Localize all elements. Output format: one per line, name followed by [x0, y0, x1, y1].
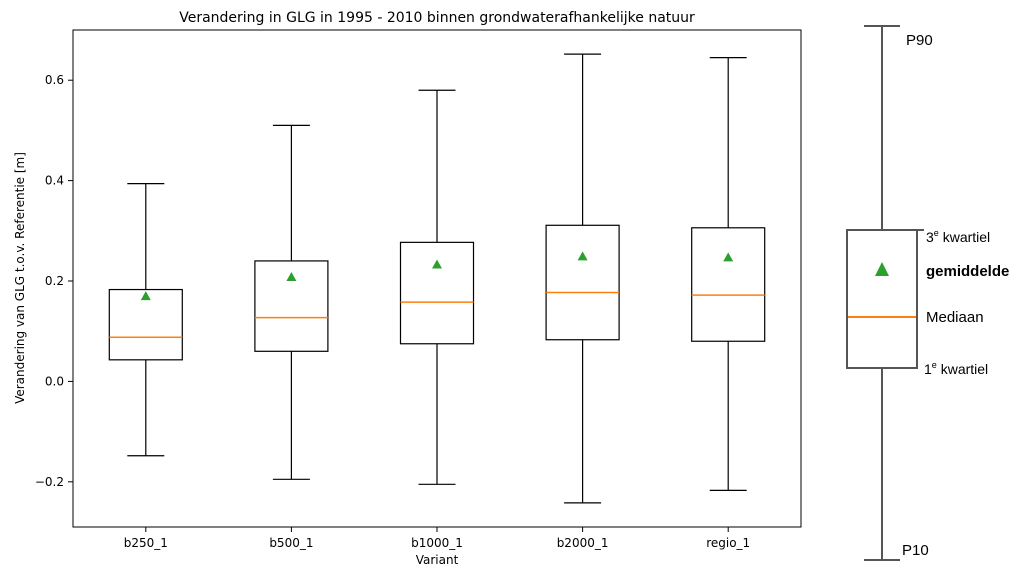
box-iqr	[108, 288, 183, 361]
y-tick-label: 0.4	[45, 174, 64, 188]
x-tick-label: b2000_1	[557, 536, 609, 550]
x-tick-label: b1000_1	[411, 536, 463, 550]
legend-label-p10: P10	[902, 542, 929, 559]
mean-marker	[140, 291, 151, 301]
box-iqr	[254, 260, 329, 352]
box-iqr	[691, 227, 766, 342]
mean-marker	[577, 251, 588, 261]
box-regio_1: regio_1	[691, 57, 766, 550]
mean-marker	[286, 271, 297, 281]
boxplot-legend: P90 3e kwartiel gemiddelde Mediaan 1e kw…	[846, 25, 1009, 561]
y-tick-label: 0.6	[45, 73, 64, 87]
x-tick-label: b250_1	[124, 536, 168, 550]
x-axis-label: Variant	[416, 553, 459, 566]
box-b500_1: b500_1	[254, 124, 329, 550]
plot-area: −0.2 0.0 0.2 0.4 0.6 b250_1 b500_1 b1000_1 b2000…	[35, 29, 802, 550]
legend-label-q1: 1e kwartiel	[924, 360, 988, 377]
box-b250_1: b250_1	[108, 183, 183, 550]
legend-label-q3: 3e kwartiel	[926, 228, 990, 245]
box-b2000_1: b2000_1	[545, 53, 620, 550]
x-tick-label: b500_1	[269, 536, 313, 550]
box-iqr	[545, 224, 620, 341]
legend-label-mean: gemiddelde	[926, 263, 1009, 280]
box-b1000_1: b1000_1	[399, 89, 475, 550]
mean-marker	[432, 259, 442, 269]
y-tick-label: −0.2	[35, 475, 64, 489]
legend-box	[846, 229, 918, 369]
y-tick-label: 0.2	[45, 274, 64, 288]
y-axis-label: Verandering van GLG t.o.v. Referentie [m…	[13, 152, 27, 404]
legend-label-p90: P90	[906, 32, 933, 49]
x-tick-label: regio_1	[706, 536, 750, 550]
chart-title: Verandering in GLG in 1995 - 2010 binnen…	[179, 10, 695, 26]
mean-marker	[723, 252, 734, 262]
legend-mean-marker	[875, 262, 889, 276]
legend-label-median: Mediaan	[926, 309, 984, 326]
y-tick-label: 0.0	[45, 374, 64, 388]
box-iqr	[399, 241, 475, 345]
